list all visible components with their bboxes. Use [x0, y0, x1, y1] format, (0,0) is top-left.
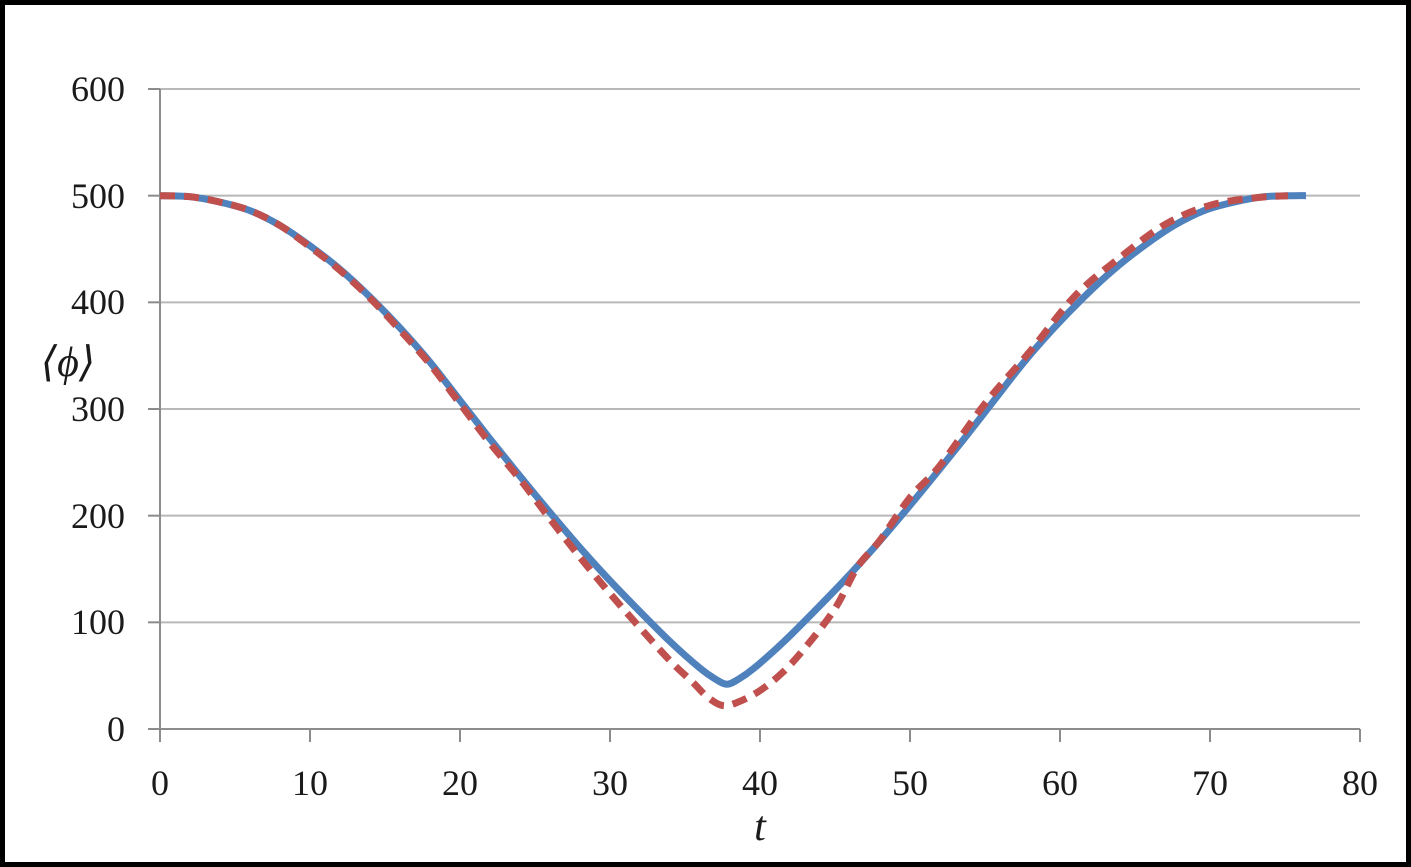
x-tick-label-60: 60: [1042, 763, 1078, 803]
plot-area: [148, 88, 1361, 742]
x-tick-label-80: 80: [1342, 763, 1378, 803]
y-tick-label-200: 200: [71, 495, 125, 536]
y-tick-label-0: 0: [107, 709, 125, 749]
y-tick-label-500: 500: [71, 175, 125, 216]
x-axis-title: t: [754, 804, 766, 850]
x-tick-label-10: 10: [292, 763, 328, 803]
x-tick-label-20: 20: [442, 763, 478, 803]
y-tick-label-300: 300: [71, 389, 125, 429]
y-tick-label-100: 100: [71, 602, 125, 643]
x-tick-label-70: 70: [1192, 763, 1228, 803]
x-tick-label-50: 50: [892, 763, 928, 803]
y-axis-title: ⟨ϕ⟩: [40, 340, 96, 386]
x-tick-label-30: 30: [592, 763, 628, 803]
y-tick-label-600: 600: [71, 69, 125, 109]
dashed-red-curve: [159, 192, 1289, 710]
solid-blue-curve: [159, 192, 1307, 688]
y-tick-label-400: 400: [71, 282, 125, 323]
x-tick-label-0: 0: [151, 763, 169, 803]
x-tick-label-40: 40: [742, 763, 778, 803]
